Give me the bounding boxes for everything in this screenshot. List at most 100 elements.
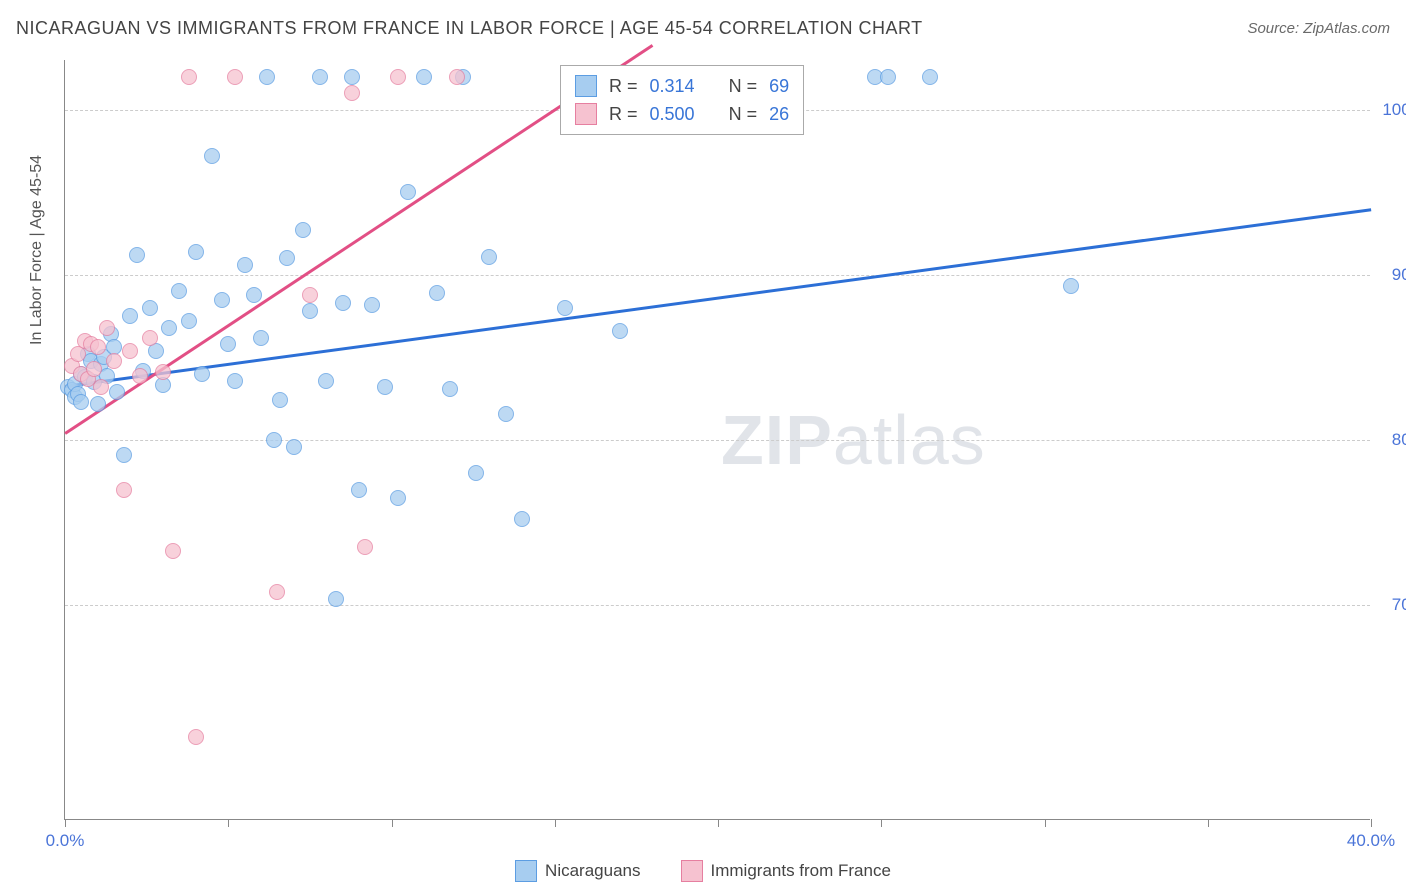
data-point — [514, 511, 530, 527]
y-tick-label: 90.0% — [1380, 265, 1406, 285]
data-point — [498, 406, 514, 422]
data-point — [93, 379, 109, 395]
data-point — [246, 287, 262, 303]
legend-correlation-row: R = 0.500 N = 26 — [575, 100, 789, 128]
data-point — [449, 69, 465, 85]
data-point — [416, 69, 432, 85]
data-point — [357, 539, 373, 555]
data-point — [90, 396, 106, 412]
legend-swatch — [575, 103, 597, 125]
source-label: Source: ZipAtlas.com — [1247, 20, 1390, 37]
data-point — [142, 300, 158, 316]
data-point — [390, 490, 406, 506]
data-point — [109, 384, 125, 400]
data-point — [344, 85, 360, 101]
data-point — [122, 308, 138, 324]
data-point — [90, 339, 106, 355]
data-point — [122, 343, 138, 359]
legend-n-label: N = — [729, 100, 758, 128]
data-point — [129, 247, 145, 263]
gridline-horizontal — [65, 605, 1370, 606]
data-point — [302, 303, 318, 319]
data-point — [328, 591, 344, 607]
gridline-horizontal — [65, 275, 1370, 276]
y-tick-label: 70.0% — [1380, 595, 1406, 615]
data-point — [237, 257, 253, 273]
data-point — [390, 69, 406, 85]
data-point — [302, 287, 318, 303]
data-point — [188, 729, 204, 745]
data-point — [344, 69, 360, 85]
data-point — [227, 69, 243, 85]
data-point — [377, 379, 393, 395]
x-tick — [392, 819, 393, 827]
data-point — [1063, 278, 1079, 294]
data-point — [335, 295, 351, 311]
x-minor-tick — [881, 819, 882, 827]
data-point — [214, 292, 230, 308]
data-point — [312, 69, 328, 85]
data-point — [194, 366, 210, 382]
data-point — [86, 361, 102, 377]
data-point — [442, 381, 458, 397]
data-point — [155, 364, 171, 380]
legend-series-label: Immigrants from France — [711, 861, 891, 881]
data-point — [171, 283, 187, 299]
y-axis-title: In Labor Force | Age 45-54 — [28, 155, 46, 345]
data-point — [116, 482, 132, 498]
data-point — [279, 250, 295, 266]
legend-n-value: 26 — [769, 100, 789, 128]
x-tick-label: 40.0% — [1347, 831, 1395, 851]
data-point — [73, 394, 89, 410]
x-minor-tick — [228, 819, 229, 827]
legend-series-item: Nicaraguans — [515, 860, 640, 882]
legend-r-label: R = — [609, 72, 638, 100]
data-point — [181, 313, 197, 329]
x-tick — [1045, 819, 1046, 827]
x-tick-label: 0.0% — [46, 831, 85, 851]
data-point — [181, 69, 197, 85]
legend-series: Nicaraguans Immigrants from France — [0, 860, 1406, 882]
legend-series-item: Immigrants from France — [681, 860, 891, 882]
plot-area: ZIPatlas 70.0%80.0%90.0%100.0%0.0%40.0% — [64, 60, 1370, 820]
data-point — [266, 432, 282, 448]
data-point — [295, 222, 311, 238]
data-point — [318, 373, 334, 389]
data-point — [142, 330, 158, 346]
gridline-horizontal — [65, 440, 1370, 441]
data-point — [272, 392, 288, 408]
data-point — [132, 368, 148, 384]
data-point — [468, 465, 484, 481]
legend-correlation: R = 0.314 N = 69 R = 0.500 N = 26 — [560, 65, 804, 135]
legend-r-value: 0.500 — [650, 100, 695, 128]
data-point — [204, 148, 220, 164]
data-point — [116, 447, 132, 463]
data-point — [99, 320, 115, 336]
data-point — [161, 320, 177, 336]
data-point — [286, 439, 302, 455]
legend-n-value: 69 — [769, 72, 789, 100]
data-point — [612, 323, 628, 339]
data-point — [106, 353, 122, 369]
legend-swatch — [681, 860, 703, 882]
legend-swatch — [515, 860, 537, 882]
x-minor-tick — [1208, 819, 1209, 827]
data-point — [922, 69, 938, 85]
legend-n-label: N = — [729, 72, 758, 100]
data-point — [259, 69, 275, 85]
data-point — [253, 330, 269, 346]
data-point — [880, 69, 896, 85]
y-tick-label: 100.0% — [1380, 100, 1406, 120]
data-point — [165, 543, 181, 559]
data-point — [557, 300, 573, 316]
data-point — [429, 285, 445, 301]
x-tick — [1371, 819, 1372, 827]
legend-r-value: 0.314 — [650, 72, 695, 100]
data-point — [220, 336, 236, 352]
legend-r-label: R = — [609, 100, 638, 128]
y-tick-label: 80.0% — [1380, 430, 1406, 450]
data-point — [400, 184, 416, 200]
chart-title: NICARAGUAN VS IMMIGRANTS FROM FRANCE IN … — [16, 18, 923, 39]
data-point — [481, 249, 497, 265]
data-point — [188, 244, 204, 260]
